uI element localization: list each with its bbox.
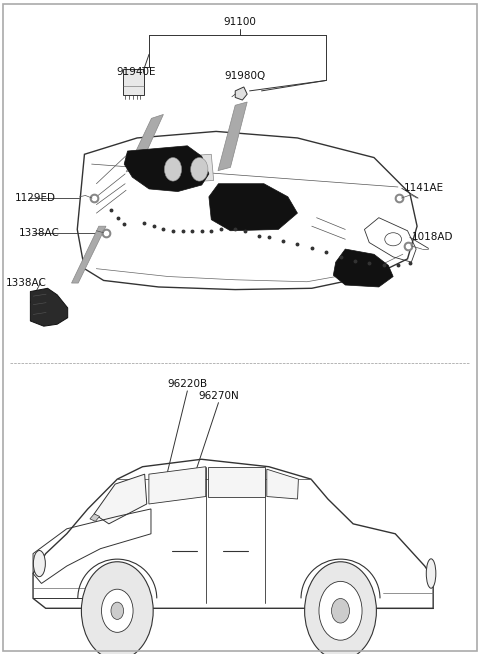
Polygon shape — [30, 288, 68, 326]
Ellipse shape — [426, 559, 436, 588]
Polygon shape — [235, 87, 247, 100]
Circle shape — [101, 590, 133, 632]
Polygon shape — [124, 146, 209, 191]
Text: 1141AE: 1141AE — [404, 183, 444, 193]
Text: 1129ED: 1129ED — [15, 193, 56, 203]
Polygon shape — [158, 155, 214, 183]
Text: 91100: 91100 — [224, 18, 256, 28]
Circle shape — [191, 158, 208, 181]
Circle shape — [319, 582, 362, 640]
Polygon shape — [72, 226, 106, 283]
Circle shape — [164, 158, 181, 181]
Polygon shape — [208, 467, 264, 496]
Polygon shape — [126, 115, 163, 172]
Polygon shape — [267, 469, 299, 499]
Text: 96270N: 96270N — [198, 390, 239, 401]
Text: 1338AC: 1338AC — [5, 278, 47, 288]
Polygon shape — [149, 467, 206, 504]
Polygon shape — [90, 514, 99, 521]
Text: 1338AC: 1338AC — [18, 228, 59, 238]
Circle shape — [332, 599, 349, 623]
Polygon shape — [333, 249, 393, 287]
Polygon shape — [123, 69, 144, 96]
Text: 91980Q: 91980Q — [224, 71, 265, 81]
Polygon shape — [218, 102, 247, 171]
Text: 1018AD: 1018AD — [411, 233, 453, 242]
Circle shape — [111, 602, 124, 620]
Circle shape — [305, 562, 376, 655]
Text: 96220B: 96220B — [168, 379, 207, 389]
Polygon shape — [209, 183, 298, 231]
Text: 91940E: 91940E — [116, 67, 156, 77]
Ellipse shape — [34, 550, 45, 576]
Polygon shape — [94, 474, 147, 524]
Circle shape — [82, 562, 153, 655]
